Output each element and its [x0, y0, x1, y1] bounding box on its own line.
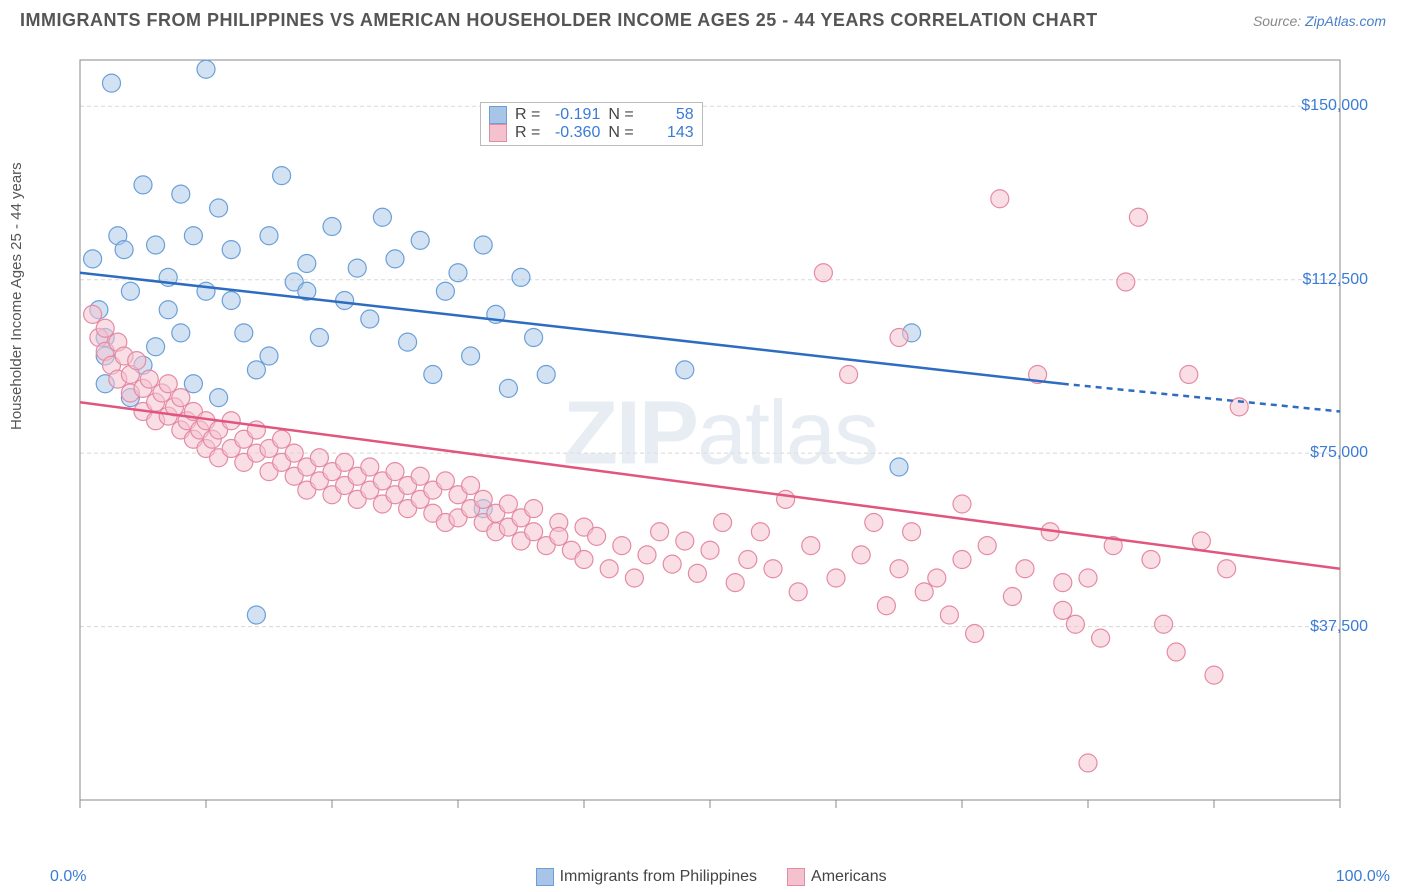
source-prefix: Source:	[1253, 13, 1305, 29]
legend-bottom: 0.0% Immigrants from Philippines American…	[50, 868, 1390, 886]
n-value: 58	[642, 106, 694, 124]
legend-swatch	[489, 124, 507, 142]
n-label: N =	[608, 106, 633, 124]
source-link[interactable]: ZipAtlas.com	[1305, 13, 1386, 29]
legend-series-name: Immigrants from Philippines	[560, 868, 757, 886]
chart-source: Source: ZipAtlas.com	[1253, 13, 1386, 29]
r-value: -0.191	[548, 106, 600, 124]
r-label: R =	[515, 106, 540, 124]
y-tick-label: $150,000	[1301, 97, 1368, 115]
legend-stats: R = -0.191 N = 58 R = -0.360 N = 143	[480, 102, 703, 146]
legend-swatch	[536, 868, 554, 886]
y-tick-label: $75,000	[1310, 444, 1368, 462]
r-label: R =	[515, 124, 540, 142]
y-tick-label: $112,500	[1302, 271, 1368, 289]
legend-series-item: Americans	[787, 868, 887, 886]
r-value: -0.360	[548, 124, 600, 142]
legend-series: Immigrants from Philippines Americans	[536, 868, 887, 886]
chart-header: IMMIGRANTS FROM PHILIPPINES VS AMERICAN …	[0, 0, 1406, 31]
n-label: N =	[608, 124, 633, 142]
y-tick-label: $37,500	[1310, 618, 1368, 636]
legend-swatch	[787, 868, 805, 886]
x-max-label: 100.0%	[1336, 868, 1390, 886]
legend-stat-row: R = -0.191 N = 58	[489, 106, 694, 124]
x-min-label: 0.0%	[50, 868, 86, 886]
n-value: 143	[642, 124, 694, 142]
legend-series-item: Immigrants from Philippines	[536, 868, 757, 886]
chart-title: IMMIGRANTS FROM PHILIPPINES VS AMERICAN …	[20, 10, 1098, 31]
scatter-plot	[50, 50, 1390, 850]
legend-swatch	[489, 106, 507, 124]
chart-area: ZIPatlas R = -0.191 N = 58 R = -0.360 N …	[50, 50, 1390, 850]
legend-stat-row: R = -0.360 N = 143	[489, 124, 694, 142]
legend-series-name: Americans	[811, 868, 887, 886]
y-axis-label: Householder Income Ages 25 - 44 years	[8, 162, 25, 430]
